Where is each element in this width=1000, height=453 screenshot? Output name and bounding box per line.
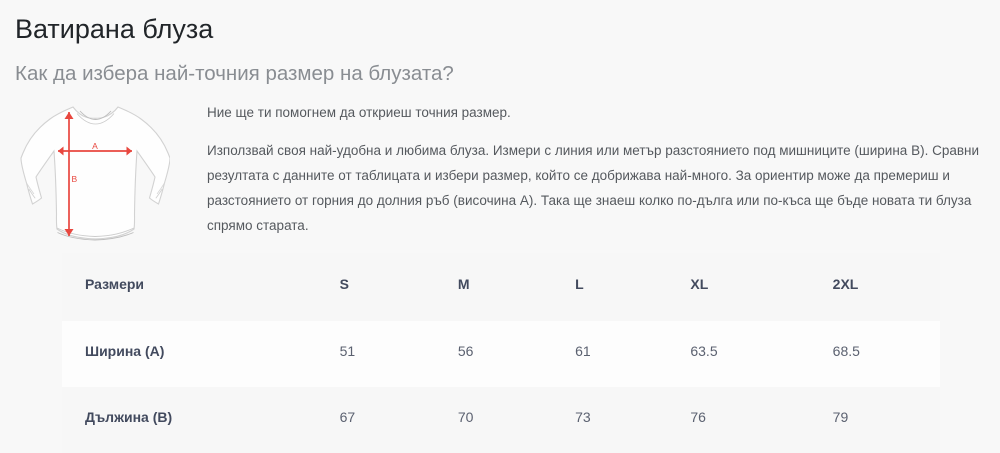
svg-text:A: A — [92, 141, 98, 151]
svg-text:B: B — [72, 174, 78, 184]
